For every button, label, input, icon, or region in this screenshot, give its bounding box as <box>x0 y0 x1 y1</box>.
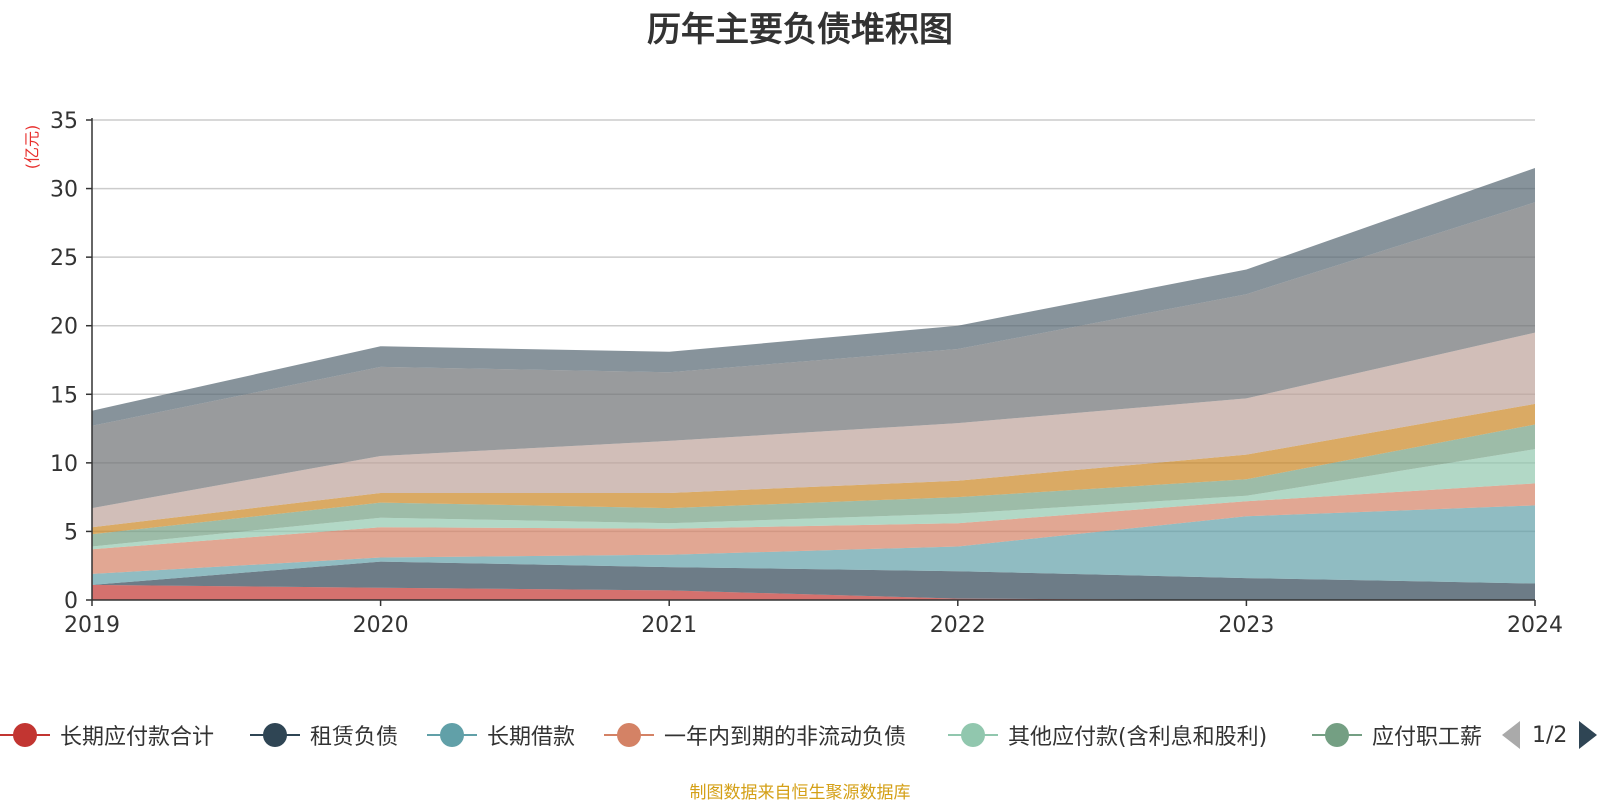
legend-prev-icon[interactable] <box>1502 721 1520 749</box>
legend-marker-icon <box>250 723 300 747</box>
area-series-10 <box>92 168 1535 426</box>
x-tick-label: 2022 <box>930 613 986 638</box>
y-tick-label: 0 <box>64 589 78 614</box>
legend-next-icon[interactable] <box>1579 721 1598 749</box>
y-tick-label: 25 <box>50 246 78 271</box>
chart-title: 历年主要负债堆积图 <box>647 10 953 50</box>
legend-marker-icon <box>1312 723 1362 747</box>
legend-item[interactable]: 长期应付款合计 <box>0 715 214 755</box>
legend-label: 长期应付款合计 <box>60 725 215 750</box>
x-tick-label: 2024 <box>1507 613 1563 638</box>
area-series-6 <box>92 424 1535 547</box>
legend-item[interactable]: 租赁负债 <box>250 715 398 755</box>
source-note: 制图数据来自恒生聚源数据库 <box>689 783 911 803</box>
legend-item[interactable]: 其他应付款(含利息和股利) <box>948 715 1267 755</box>
y-tick-label: 20 <box>50 315 78 340</box>
legend-label: 其他应付款(含利息和股利) <box>1008 725 1268 750</box>
legend-marker-icon <box>948 723 998 747</box>
x-tick-label: 2021 <box>641 613 697 638</box>
legend-label: 长期借款 <box>487 725 576 750</box>
area-series-4 <box>92 483 1535 574</box>
area-series-3 <box>92 505 1535 585</box>
legend-label: 一年内到期的非流动负债 <box>664 725 907 750</box>
legend-item[interactable]: 应付职工薪酬 <box>1312 715 1482 755</box>
area-series-9 <box>92 202 1535 509</box>
area-series <box>92 168 1535 600</box>
y-tick-label: 30 <box>50 178 78 203</box>
x-tick-label: 2020 <box>353 613 409 638</box>
area-series-1 <box>92 584 1535 600</box>
area-series-8 <box>92 332 1535 528</box>
y-tick-label: 10 <box>50 452 78 477</box>
y-tick-label: 35 <box>50 109 78 134</box>
legend-page-indicator: 1/2 <box>1532 722 1568 748</box>
axes: 0 5 10 15 20 25 30 35 2019 2020 2021 2022 2023 2024 <box>50 109 1563 638</box>
x-tick-label: 2023 <box>1218 613 1274 638</box>
area-series-5 <box>92 449 1535 550</box>
legend: 长期应付款合计 租赁负债 长期借款 一年内到期的非流动负债 其他应付款(含利息和股利) 应… <box>0 715 1600 755</box>
y-tick-label: 5 <box>64 520 78 545</box>
legend-label: 租赁负债 <box>310 725 399 750</box>
legend-pager: 1/2 <box>1502 715 1598 755</box>
legend-items: 长期应付款合计 租赁负债 长期借款 一年内到期的非流动负债 其他应付款(含利息和股利) 应… <box>0 715 1482 755</box>
legend-label: 应付职工薪酬 <box>1372 725 1482 750</box>
legend-item[interactable]: 长期借款 <box>427 715 575 755</box>
x-tick-label: 2019 <box>64 613 120 638</box>
y-tick-label: 15 <box>50 383 78 408</box>
legend-marker-icon <box>0 723 50 747</box>
area-series-7 <box>92 403 1535 535</box>
legend-marker-icon <box>604 723 654 747</box>
legend-marker-icon <box>427 723 477 747</box>
area-series-2 <box>92 561 1535 600</box>
stacked-area-chart: 0 5 10 15 20 25 30 35 2019 2020 2021 2022 2023 2024 <box>50 109 1563 638</box>
legend-item[interactable]: 一年内到期的非流动负债 <box>604 715 906 755</box>
